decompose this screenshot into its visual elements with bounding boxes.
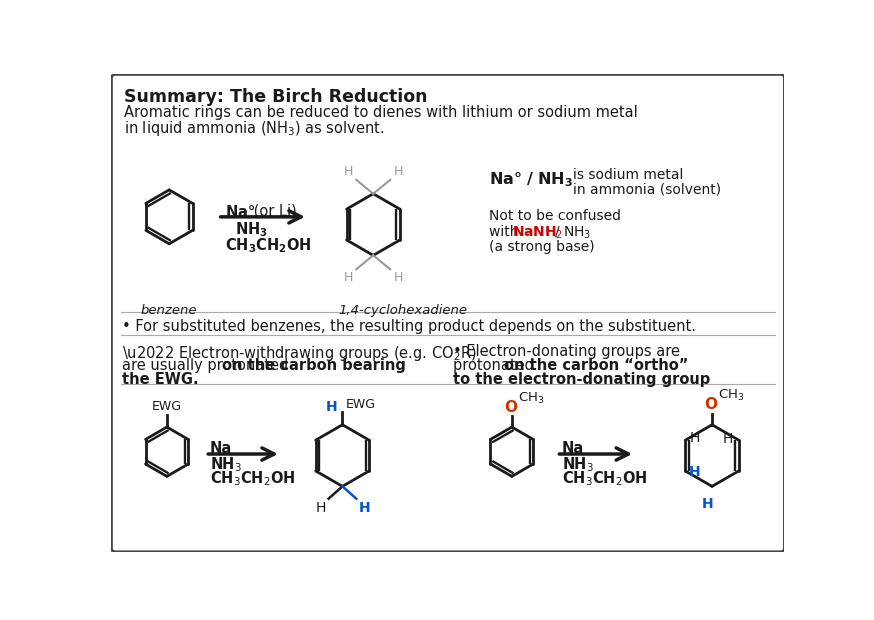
Text: $\mathbf{Na°\ /\ NH_3}$: $\mathbf{Na°\ /\ NH_3}$: [489, 170, 572, 189]
Text: O: O: [704, 397, 717, 412]
Text: NH$_3$: NH$_3$: [562, 456, 593, 474]
Text: (or Li): (or Li): [249, 204, 297, 219]
Text: H: H: [316, 501, 326, 515]
Text: \u2022 Electron-withdrawing groups (e.g. CO$_2$R): \u2022 Electron-withdrawing groups (e.g.…: [122, 344, 477, 363]
Text: H: H: [343, 166, 353, 179]
Text: H: H: [343, 271, 353, 284]
Text: in ammonia (solvent): in ammonia (solvent): [573, 182, 722, 196]
Text: • Electron-donating groups are: • Electron-donating groups are: [453, 344, 680, 359]
Text: Not to be confused: Not to be confused: [489, 209, 621, 223]
Text: $\bf{CH_3CH_2OH}$: $\bf{CH_3CH_2OH}$: [225, 236, 312, 255]
Text: $\bf{Na°}$: $\bf{Na°}$: [225, 204, 255, 219]
Text: CH$_3$CH$_2$OH: CH$_3$CH$_2$OH: [210, 469, 295, 488]
Text: on the carbon bearing: on the carbon bearing: [222, 358, 406, 373]
Text: the EWG.: the EWG.: [122, 371, 199, 387]
Text: CH$_3$: CH$_3$: [518, 391, 545, 405]
Text: • For substituted benzenes, the resulting product depends on the substituent.: • For substituted benzenes, the resultin…: [122, 319, 697, 334]
Text: protonated: protonated: [453, 358, 538, 373]
Text: in liquid ammonia (NH$_3$) as solvent.: in liquid ammonia (NH$_3$) as solvent.: [124, 119, 384, 138]
Text: (a strong base): (a strong base): [489, 240, 594, 254]
Text: are usually protonated: are usually protonated: [122, 358, 293, 373]
Text: is sodium metal: is sodium metal: [573, 169, 683, 182]
Text: CH$_3$CH$_2$OH: CH$_3$CH$_2$OH: [562, 469, 648, 488]
FancyBboxPatch shape: [111, 74, 785, 552]
Text: O: O: [503, 400, 517, 415]
Text: Na: Na: [562, 441, 584, 456]
Text: NH$_3$: NH$_3$: [210, 456, 242, 474]
Text: H: H: [690, 466, 701, 479]
Text: H: H: [326, 400, 338, 414]
Text: H: H: [393, 271, 403, 284]
Text: on the carbon “ortho”: on the carbon “ortho”: [504, 358, 689, 373]
Text: H: H: [690, 431, 699, 445]
Text: 1,4-cyclohexadiene: 1,4-cyclohexadiene: [338, 304, 468, 317]
Text: Summary: The Birch Reduction: Summary: The Birch Reduction: [124, 88, 427, 106]
Text: H: H: [702, 497, 713, 511]
Text: EWG: EWG: [345, 398, 376, 411]
Text: Aromatic rings can be reduced to dienes with lithium or sodium metal: Aromatic rings can be reduced to dienes …: [124, 105, 637, 120]
Text: EWG: EWG: [152, 400, 182, 413]
Text: NaNH$_2$: NaNH$_2$: [512, 224, 563, 241]
Text: H: H: [393, 166, 403, 179]
Text: to the electron-donating group: to the electron-donating group: [453, 371, 710, 387]
Text: with: with: [489, 224, 523, 239]
Text: / NH$_3$: / NH$_3$: [551, 224, 592, 241]
Text: Na: Na: [210, 441, 232, 456]
Text: benzene: benzene: [141, 304, 198, 317]
Text: H: H: [358, 501, 371, 515]
Text: $\bf{NH_3}$: $\bf{NH_3}$: [234, 221, 267, 239]
Text: H: H: [722, 432, 732, 446]
Text: CH$_3$: CH$_3$: [718, 388, 745, 403]
